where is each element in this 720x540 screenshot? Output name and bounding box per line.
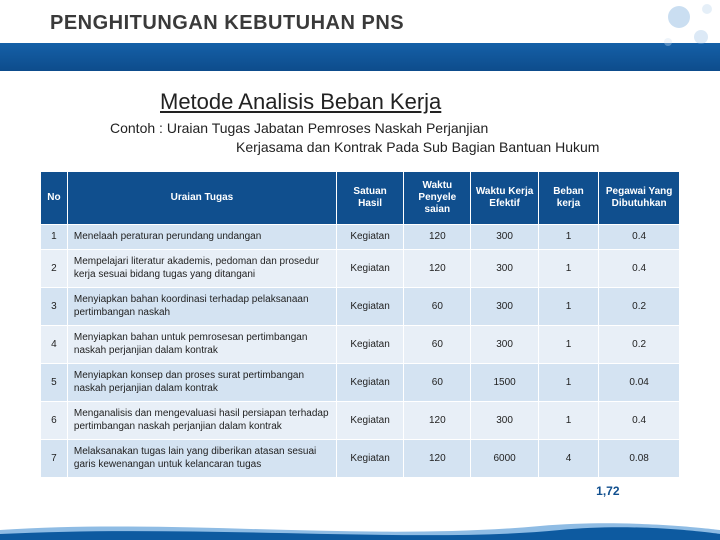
- content-area: Metode Analisis Beban Kerja Contoh : Ura…: [0, 71, 720, 505]
- cell-wke: 1500: [471, 364, 538, 402]
- cell-wp: 120: [404, 250, 471, 288]
- cell-satuan: Kegiatan: [336, 440, 403, 478]
- cell-satuan: Kegiatan: [336, 326, 403, 364]
- cell-wp: 120: [404, 440, 471, 478]
- cell-no: 7: [41, 440, 68, 478]
- page-title: PENGHITUNGAN KEBUTUHAN PNS: [0, 0, 720, 43]
- cell-satuan: Kegiatan: [336, 288, 403, 326]
- th-beban-kerja: Beban kerja: [538, 171, 599, 224]
- cell-bk: 1: [538, 326, 599, 364]
- cell-uraian: Menelaah peraturan perundang undangan: [67, 224, 336, 250]
- cell-wke: 6000: [471, 440, 538, 478]
- cell-wp: 60: [404, 364, 471, 402]
- cell-bk: 1: [538, 224, 599, 250]
- cell-bk: 1: [538, 288, 599, 326]
- cell-bk: 1: [538, 364, 599, 402]
- example-line2: Kerjasama dan Kontrak Pada Sub Bagian Ba…: [110, 138, 680, 157]
- table-row: 2Mempelajari literatur akademis, pedoman…: [41, 250, 680, 288]
- cell-bk: 1: [538, 250, 599, 288]
- cell-uraian: Menyiapkan bahan koordinasi terhadap pel…: [67, 288, 336, 326]
- workload-table: No Uraian Tugas Satuan Hasil Waktu Penye…: [40, 171, 680, 506]
- th-waktu-penyelesaian: Waktu Penyele saian: [404, 171, 471, 224]
- cell-peg: 0.2: [599, 288, 680, 326]
- cell-wke: 300: [471, 250, 538, 288]
- corner-decor: [624, 4, 714, 74]
- cell-no: 1: [41, 224, 68, 250]
- th-no: No: [41, 171, 68, 224]
- table-row: 1Menelaah peraturan perundang undanganKe…: [41, 224, 680, 250]
- cell-no: 5: [41, 364, 68, 402]
- cell-peg: 0.4: [599, 250, 680, 288]
- th-satuan: Satuan Hasil: [336, 171, 403, 224]
- cell-wp: 120: [404, 402, 471, 440]
- example-line1: Uraian Tugas Jabatan Pemroses Naskah Per…: [167, 120, 488, 136]
- cell-wke: 300: [471, 326, 538, 364]
- cell-no: 2: [41, 250, 68, 288]
- cell-peg: 0.2: [599, 326, 680, 364]
- th-pegawai: Pegawai Yang Dibutuhkan: [599, 171, 680, 224]
- cell-wp: 120: [404, 224, 471, 250]
- title-band: [0, 43, 720, 71]
- table-row: 6Menganalisis dan mengevaluasi hasil per…: [41, 402, 680, 440]
- cell-no: 6: [41, 402, 68, 440]
- cell-satuan: Kegiatan: [336, 364, 403, 402]
- cell-uraian: Menyiapkan konsep dan proses surat perti…: [67, 364, 336, 402]
- cell-wp: 60: [404, 326, 471, 364]
- cell-no: 3: [41, 288, 68, 326]
- cell-uraian: Melaksanakan tugas lain yang diberikan a…: [67, 440, 336, 478]
- subtitle: Metode Analisis Beban Kerja: [40, 89, 680, 115]
- cell-uraian: Menyiapkan bahan untuk pemrosesan pertim…: [67, 326, 336, 364]
- th-uraian: Uraian Tugas: [67, 171, 336, 224]
- total-row: 1,72: [41, 478, 680, 506]
- table-row: 5Menyiapkan konsep dan proses surat pert…: [41, 364, 680, 402]
- cell-uraian: Mempelajari literatur akademis, pedoman …: [67, 250, 336, 288]
- example-label: Contoh :: [110, 119, 163, 138]
- table-header-row: No Uraian Tugas Satuan Hasil Waktu Penye…: [41, 171, 680, 224]
- cell-wke: 300: [471, 402, 538, 440]
- th-waktu-kerja-efektif: Waktu Kerja Efektif: [471, 171, 538, 224]
- cell-satuan: Kegiatan: [336, 402, 403, 440]
- total-value: 1,72: [41, 478, 680, 506]
- cell-wke: 300: [471, 288, 538, 326]
- cell-peg: 0.04: [599, 364, 680, 402]
- cell-satuan: Kegiatan: [336, 250, 403, 288]
- table-row: 7Melaksanakan tugas lain yang diberikan …: [41, 440, 680, 478]
- cell-no: 4: [41, 326, 68, 364]
- cell-wp: 60: [404, 288, 471, 326]
- example-text: Contoh : Uraian Tugas Jabatan Pemroses N…: [40, 119, 680, 157]
- cell-wke: 300: [471, 224, 538, 250]
- cell-peg: 0.4: [599, 402, 680, 440]
- table-row: 3Menyiapkan bahan koordinasi terhadap pe…: [41, 288, 680, 326]
- cell-satuan: Kegiatan: [336, 224, 403, 250]
- table-row: 4Menyiapkan bahan untuk pemrosesan perti…: [41, 326, 680, 364]
- cell-bk: 4: [538, 440, 599, 478]
- cell-uraian: Menganalisis dan mengevaluasi hasil pers…: [67, 402, 336, 440]
- cell-peg: 0.4: [599, 224, 680, 250]
- bottom-wave: [0, 516, 720, 540]
- cell-peg: 0.08: [599, 440, 680, 478]
- cell-bk: 1: [538, 402, 599, 440]
